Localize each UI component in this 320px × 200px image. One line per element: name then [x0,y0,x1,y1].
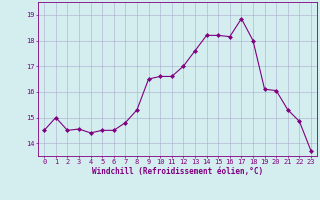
X-axis label: Windchill (Refroidissement éolien,°C): Windchill (Refroidissement éolien,°C) [92,167,263,176]
